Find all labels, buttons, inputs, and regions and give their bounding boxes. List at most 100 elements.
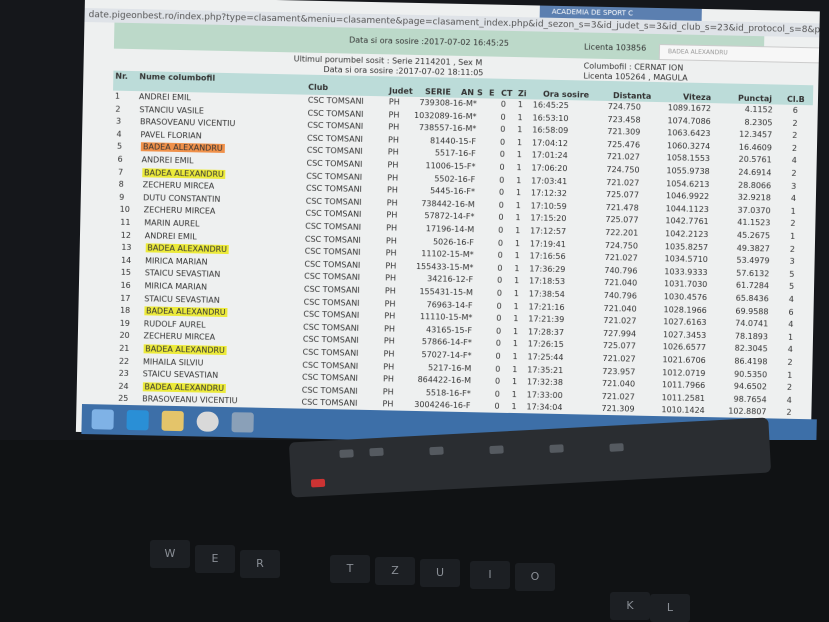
cell-punctaj: 94.6502 bbox=[733, 381, 768, 392]
cell-zi: 1 bbox=[517, 112, 523, 122]
header-ora: Ora sosire bbox=[542, 89, 590, 100]
cell-serie: 155431-15-M bbox=[419, 287, 473, 298]
cell-serie: 57866-14-F* bbox=[421, 337, 472, 348]
cell-club: CSC TOMSANI bbox=[304, 259, 361, 270]
cell-club: CSC TOMSANI bbox=[303, 309, 360, 321]
cell-cs: 2 bbox=[789, 244, 796, 254]
app-icon[interactable] bbox=[231, 412, 254, 433]
cell-punctaj: 37.0370 bbox=[737, 205, 771, 216]
cell-viteza: 1046.9922 bbox=[665, 191, 710, 202]
cell-nr: 13 bbox=[121, 243, 132, 253]
cell-viteza: 1027.6163 bbox=[663, 317, 707, 328]
cell-name: BADEA ALEXANDRU bbox=[143, 306, 228, 318]
cell-cs: 4 bbox=[788, 319, 794, 330]
cell-nr: 1 bbox=[114, 91, 121, 101]
cell-dist: 725.077 bbox=[602, 341, 636, 352]
cell-dist: 721.309 bbox=[601, 404, 635, 414]
cell-cs: 2 bbox=[791, 143, 798, 153]
cell-cs: 2 bbox=[786, 382, 793, 393]
cell-judet: PH bbox=[382, 374, 394, 384]
key-z: Z bbox=[375, 557, 415, 585]
start-icon[interactable] bbox=[91, 409, 114, 430]
cell-nr: 5 bbox=[116, 142, 123, 152]
cell-ct: 0 bbox=[494, 376, 501, 386]
cell-punctaj: 8.2305 bbox=[744, 117, 773, 128]
cell-punctaj: 16.4609 bbox=[738, 142, 773, 153]
cell-zi: 1 bbox=[515, 200, 521, 210]
cell-viteza: 1042.2123 bbox=[665, 229, 709, 240]
cell-viteza: 1012.0719 bbox=[662, 367, 706, 378]
cell-viteza: 1026.6577 bbox=[662, 342, 707, 353]
key-o: O bbox=[515, 563, 555, 591]
cell-ora: 17:04:12 bbox=[531, 138, 569, 148]
cell-dist: 721.027 bbox=[606, 177, 640, 188]
cell-zi: 1 bbox=[514, 263, 520, 273]
cell-ct: 0 bbox=[498, 200, 504, 210]
cell-serie: 738442-16-M bbox=[421, 198, 475, 210]
cell-nr: 15 bbox=[120, 268, 132, 278]
chrome-icon[interactable] bbox=[196, 411, 219, 432]
cell-cs: 2 bbox=[786, 408, 792, 418]
laptop-screen: ACADEMIA DE SPORT C date.pigeonbest.ro/i… bbox=[75, 0, 820, 448]
cell-zi: 1 bbox=[514, 238, 521, 248]
key-l: L bbox=[650, 594, 690, 622]
cell-ct: 0 bbox=[495, 351, 501, 361]
cell-club: CSC TOMSANI bbox=[306, 133, 364, 144]
cell-nr: 16 bbox=[120, 280, 131, 291]
internet-explorer-icon[interactable] bbox=[126, 409, 149, 431]
cell-ct: 0 bbox=[498, 225, 504, 235]
cell-ora: 17:21:39 bbox=[528, 314, 565, 325]
cell-club: CSC TOMSANI bbox=[302, 347, 359, 358]
cell-cs: 2 bbox=[787, 357, 793, 367]
cell-ct: 0 bbox=[494, 389, 500, 399]
cell-serie: 11006-15-F* bbox=[425, 161, 476, 172]
cell-name: STAICU SEVASTIAN bbox=[144, 268, 221, 280]
cell-name: BRASOVEANU VICENTIU bbox=[142, 394, 238, 406]
file-explorer-icon[interactable] bbox=[161, 410, 184, 432]
cell-nr: 2 bbox=[115, 104, 121, 114]
autocomplete-popup[interactable]: BADEA ALEXANDRU bbox=[658, 44, 820, 64]
cell-name: RUDOLF AUREL bbox=[143, 319, 206, 330]
cell-ora: 17:25:44 bbox=[527, 352, 564, 363]
cell-zi: 1 bbox=[516, 150, 522, 160]
cell-judet: PH bbox=[385, 261, 397, 271]
cell-club: CSC TOMSANI bbox=[301, 398, 358, 409]
cell-ct: 0 bbox=[498, 213, 504, 223]
cell-name: DUTU CONSTANTIN bbox=[143, 193, 221, 204]
cell-zi: 1 bbox=[516, 137, 523, 147]
cell-club: CSC TOMSANI bbox=[304, 246, 361, 258]
cell-club: CSC TOMSANI bbox=[301, 385, 358, 396]
cell-name: STAICU SEVASTIAN bbox=[142, 369, 219, 381]
cell-name: STAICU SEVASTIAN bbox=[144, 293, 220, 305]
cell-judet: PH bbox=[387, 135, 399, 145]
cell-zi: 1 bbox=[514, 251, 520, 261]
cell-name: ANDREI EMIL bbox=[138, 92, 191, 103]
cell-viteza: 1011.7966 bbox=[661, 380, 706, 391]
header-judet: Judet bbox=[388, 86, 413, 96]
cell-dist: 721.027 bbox=[606, 152, 640, 163]
cell-name: BADEA ALEXANDRU bbox=[142, 167, 226, 179]
cell-punctaj: 74.0741 bbox=[735, 318, 769, 329]
cell-judet: PH bbox=[384, 298, 396, 309]
cell-zi: 1 bbox=[514, 276, 520, 286]
cell-ct: 0 bbox=[500, 99, 507, 109]
cell-name: ZECHERU MIRCEA bbox=[142, 180, 215, 191]
cell-zi: 1 bbox=[513, 314, 519, 324]
cell-cs: 1 bbox=[787, 370, 793, 380]
cell-serie: 43165-15-F bbox=[425, 325, 473, 335]
cell-ct: 0 bbox=[500, 124, 506, 135]
cell-nr: 17 bbox=[120, 293, 131, 303]
cell-punctaj: 90.5350 bbox=[734, 369, 768, 379]
cell-name: ZECHERU MIRCEA bbox=[143, 205, 216, 217]
cell-name: MIRICA MARIAN bbox=[144, 281, 208, 292]
header-ct: CT bbox=[500, 88, 513, 98]
cell-punctaj: 49.3827 bbox=[736, 243, 770, 253]
cell-ora: 16:45:25 bbox=[532, 100, 569, 111]
cell-cs: 5 bbox=[788, 282, 795, 292]
cell-nr: 7 bbox=[118, 167, 124, 177]
header-club: Club bbox=[308, 82, 329, 93]
cell-viteza: 1058.1553 bbox=[666, 153, 711, 164]
cell-cs: 3 bbox=[789, 257, 795, 267]
cell-nr: 23 bbox=[118, 368, 129, 379]
cell-name: BRASOVEANU VICENTIU bbox=[139, 117, 236, 129]
